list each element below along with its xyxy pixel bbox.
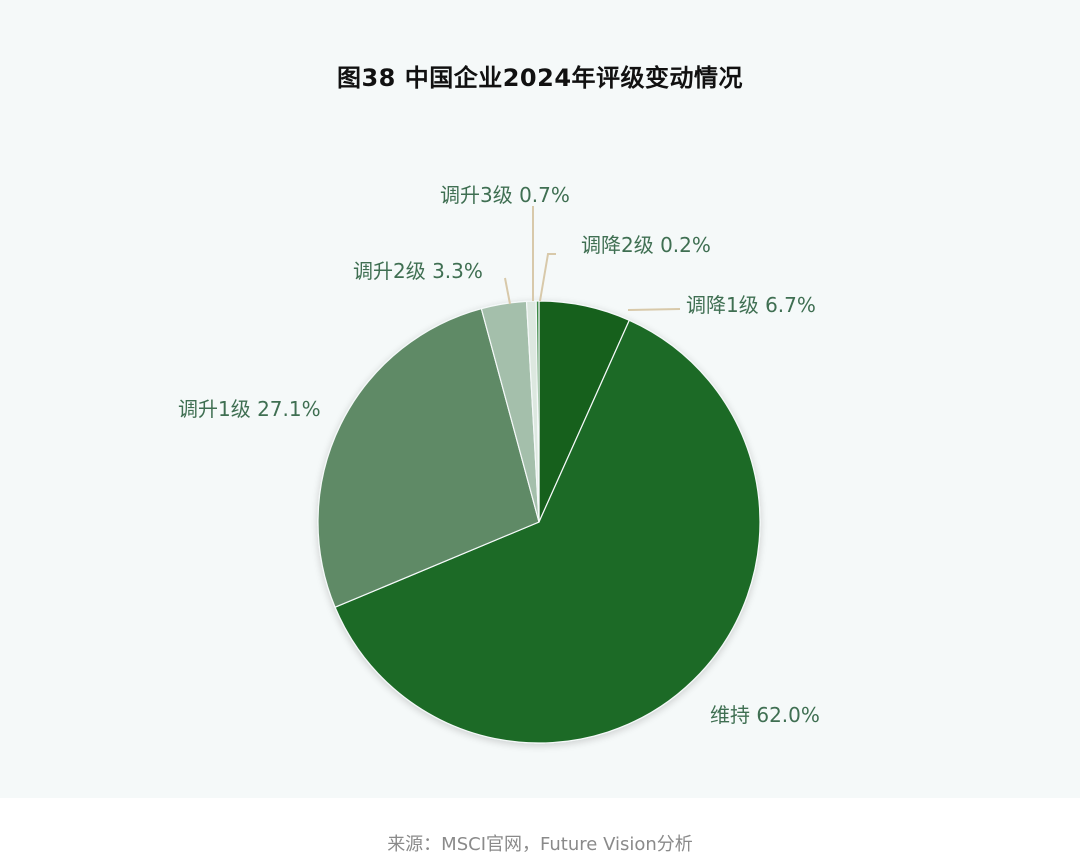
slice-label: 调升2级 3.3%	[353, 259, 483, 283]
pie-chart: 调降1级 6.7% 维持 62.0% 调升1级 27.1% 调升2级 3.3% 调升3级…	[178, 183, 820, 744]
slice-label: 调降2级 0.2%	[581, 233, 711, 257]
source-note: 来源：MSCI官网，Future Vision分析	[387, 834, 693, 855]
pie-slice	[334, 319, 761, 744]
pie-slice	[317, 307, 540, 608]
chart-title: 图38 中国企业2024年评级变动情况	[336, 64, 744, 92]
slice-label: 调升3级 0.7%	[440, 183, 570, 207]
slice-label: 调升1级 27.1%	[178, 397, 321, 421]
pie-slice	[535, 300, 540, 523]
leader-line	[627, 308, 681, 311]
leader-line	[504, 277, 511, 305]
slice-label: 调降1级 6.7%	[686, 293, 816, 317]
slice-label: 维持 62.0%	[710, 703, 820, 727]
leader-line	[539, 253, 556, 302]
